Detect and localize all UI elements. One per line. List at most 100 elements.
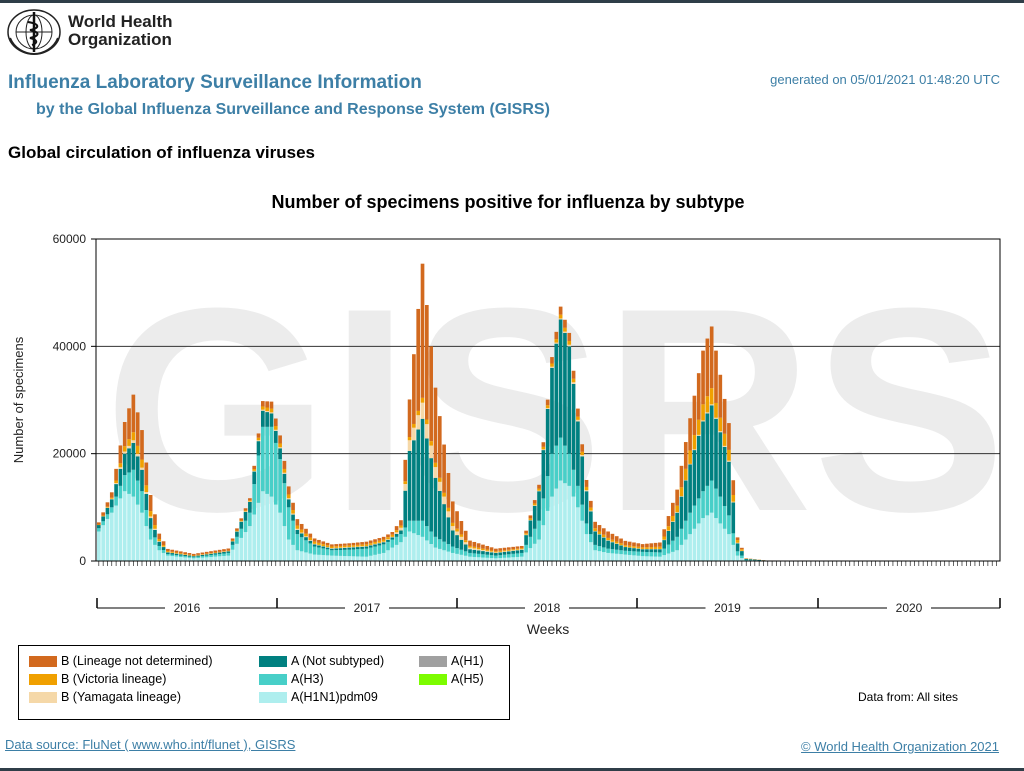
- y-tick-label: 20000: [53, 447, 87, 461]
- bar-b_yamagata: [407, 440, 412, 451]
- bar-b_victoria: [675, 505, 679, 513]
- bar-a_h1n1pdm09: [222, 555, 226, 561]
- bar-b_victoria: [196, 554, 200, 556]
- bar-a_h3: [183, 556, 187, 558]
- bar-a_not_subtyped: [532, 505, 537, 529]
- copyright-link[interactable]: © World Health Organization 2021: [801, 739, 999, 754]
- bar-b_lineage_nd: [571, 370, 576, 379]
- bar-a_not_subtyped: [425, 438, 429, 527]
- bar-a_h1n1pdm09: [122, 491, 127, 561]
- bar-b_lineage_nd: [722, 398, 727, 434]
- bar-b_lineage_nd: [386, 534, 390, 538]
- bar-a_h3: [273, 442, 278, 505]
- bar-b_lineage_nd: [515, 546, 520, 549]
- bar-a_h3: [97, 528, 101, 532]
- bar-a_not_subtyped: [282, 473, 287, 484]
- bar-b_lineage_nd: [187, 553, 192, 555]
- bar-b_victoria: [550, 363, 554, 367]
- bar-b_yamagata: [675, 512, 679, 513]
- bar-b_lineage_nd: [519, 545, 524, 549]
- legend-label: A(H3): [291, 672, 324, 686]
- bar-b_yamagata: [269, 412, 274, 414]
- bar-a_not_subtyped: [174, 553, 179, 556]
- bar-b_victoria: [364, 544, 369, 546]
- bar-a_h3: [109, 507, 114, 513]
- bar-a_h3: [148, 528, 153, 540]
- bar-b_lineage_nd: [200, 552, 205, 555]
- bar-a_h3: [114, 496, 118, 506]
- bar-b_yamagata: [429, 445, 433, 459]
- bar-b_lineage_nd: [614, 536, 619, 542]
- bar-b_victoria: [705, 396, 710, 413]
- bar-b_victoria: [166, 551, 170, 553]
- bar-b_victoria: [727, 449, 731, 461]
- data-source-link[interactable]: Data source: FluNet ( www.who.int/flunet…: [5, 737, 296, 752]
- bar-b_lineage_nd: [709, 326, 714, 389]
- bar-a_h1n1pdm09: [230, 549, 235, 561]
- bar-a_h3: [282, 483, 287, 527]
- bar-b_lineage_nd: [481, 544, 485, 549]
- bar-b_lineage_nd: [442, 444, 446, 493]
- bar-a_h1n1pdm09: [131, 496, 136, 561]
- bar-a_h1n1pdm09: [312, 554, 317, 561]
- legend-label: A(H1): [451, 654, 484, 668]
- bar-b_lineage_nd: [532, 500, 537, 504]
- bar-a_h3: [511, 553, 515, 558]
- bar-b_victoria: [519, 548, 524, 550]
- bar-a_h3: [174, 555, 179, 557]
- bar-a_h1n1pdm09: [714, 518, 718, 561]
- bar-a_h1n1pdm09: [282, 526, 287, 561]
- chart-legend: B (Lineage not determined) B (Victoria li…: [18, 645, 510, 720]
- bar-b_yamagata: [589, 510, 593, 512]
- bar-a_not_subtyped: [265, 412, 269, 427]
- bar-a_h3: [692, 505, 697, 529]
- bar-a_not_subtyped: [601, 537, 606, 548]
- bar-a_h3: [675, 536, 679, 551]
- bar-a_h1n1pdm09: [420, 536, 425, 561]
- bar-a_h1n1pdm09: [148, 539, 153, 561]
- bar-a_h3: [222, 553, 226, 556]
- bar-a_h3: [399, 534, 403, 543]
- bar-b_victoria: [373, 541, 377, 544]
- bar-a_h3: [166, 554, 170, 556]
- bar-a_not_subtyped: [507, 551, 511, 555]
- bar-b_yamagata: [420, 402, 425, 419]
- who-logo-icon: [7, 9, 61, 56]
- bar-a_h3: [403, 527, 408, 537]
- bar-a_not_subtyped: [701, 421, 705, 492]
- year-label: 2019: [714, 601, 741, 615]
- top-frame-bar: [0, 0, 1024, 3]
- bar-b_lineage_nd: [662, 529, 667, 537]
- bar-a_h3: [209, 555, 213, 557]
- bar-b_lineage_nd: [368, 540, 373, 544]
- bar-a_not_subtyped: [144, 493, 149, 511]
- bar-a_not_subtyped: [97, 525, 101, 529]
- bar-b_victoria: [179, 553, 183, 555]
- bar-b_victoria: [571, 378, 576, 383]
- bar-b_victoria: [632, 546, 636, 548]
- bar-a_h3: [286, 507, 291, 540]
- bar-a_h1n1pdm09: [153, 544, 157, 561]
- bar-a_h3: [196, 556, 200, 558]
- bar-a_not_subtyped: [191, 556, 196, 558]
- bar-b_victoria: [455, 528, 459, 532]
- bar-a_h1n1pdm09: [377, 553, 382, 561]
- bar-a_h1n1pdm09: [373, 554, 377, 561]
- bar-a_h1n1pdm09: [537, 539, 541, 561]
- bar-b_lineage_nd: [735, 537, 740, 541]
- bar-a_h3: [688, 512, 692, 535]
- bar-b_lineage_nd: [632, 542, 636, 547]
- bar-a_not_subtyped: [360, 546, 364, 549]
- bar-a_h3: [425, 526, 429, 541]
- bar-a_not_subtyped: [653, 549, 658, 553]
- org-line-2: Organization: [68, 30, 172, 49]
- bar-b_lineage_nd: [558, 306, 563, 315]
- bar-a_h1n1pdm09: [265, 493, 269, 561]
- x-axis-label: Weeks: [527, 621, 570, 637]
- bar-b_victoria: [217, 551, 222, 553]
- bar-b_victoria: [541, 446, 546, 450]
- bar-a_h3: [347, 549, 351, 557]
- bar-b_yamagata: [709, 404, 714, 406]
- bar-a_not_subtyped: [683, 480, 688, 521]
- bar-b_yamagata: [317, 544, 321, 546]
